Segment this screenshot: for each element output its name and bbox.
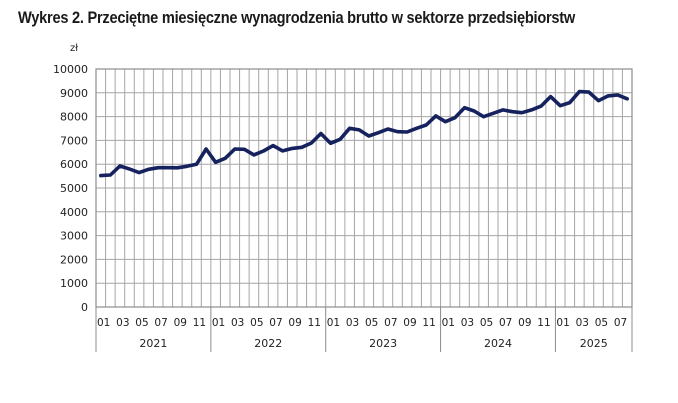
- x-tick-label-month: 09: [518, 317, 531, 329]
- x-tick-label-month: 11: [422, 317, 435, 329]
- x-tick-label-month: 05: [365, 317, 378, 329]
- x-tick-label-month: 01: [556, 317, 569, 329]
- chart-title: Wykres 2. Przeciętne miesięczne wynagrod…: [18, 8, 576, 27]
- x-tick-label-month: 07: [269, 317, 282, 329]
- y-tick-label: 4000: [60, 206, 88, 219]
- x-tick-label-month: 07: [154, 317, 167, 329]
- x-tick-label-month: 09: [174, 317, 187, 329]
- x-tick-label-year: 2024: [484, 337, 512, 350]
- x-tick-label-year: 2022: [254, 337, 282, 350]
- y-tick-label: 0: [81, 301, 88, 314]
- x-tick-label-month: 05: [595, 317, 608, 329]
- series-line-wages: [99, 89, 630, 178]
- y-tick-label: 10000: [53, 63, 88, 76]
- x-tick-label-month: 03: [116, 317, 129, 329]
- x-tick-label-year: 2021: [139, 337, 167, 350]
- y-tick-label: 3000: [60, 230, 88, 243]
- x-tick-label-year: 2023: [369, 337, 397, 350]
- x-axis: 01 03 05 07 09 11 01 03 05 07 09 11 01 03 05 07 09 11 01 03…: [95, 307, 633, 352]
- y-tick-label: 1000: [60, 277, 88, 290]
- x-tick-label-month: 05: [250, 317, 263, 329]
- x-tick-label-month: 01: [212, 317, 225, 329]
- x-tick-label-month: 05: [480, 317, 493, 329]
- x-tick-label-month: 09: [403, 317, 416, 329]
- x-tick-label-month: 11: [308, 317, 321, 329]
- x-tick-label-month: 11: [537, 317, 550, 329]
- y-tick-label: 9000: [60, 87, 88, 100]
- y-tick-label: 8000: [60, 111, 88, 124]
- x-tick-label-month: 05: [135, 317, 148, 329]
- y-tick-label: 7000: [60, 134, 88, 147]
- x-tick-label-month: 11: [193, 317, 206, 329]
- x-tick-label-month: 01: [327, 317, 340, 329]
- vertical-gridlines: [105, 69, 623, 307]
- x-tick-label-month: 03: [346, 317, 359, 329]
- y-tick-label: 2000: [60, 253, 88, 266]
- x-tick-label-month: 07: [384, 317, 397, 329]
- x-tick-label-month: 01: [442, 317, 455, 329]
- y-axis-unit-label: zł: [70, 43, 78, 54]
- x-tick-label-month: 03: [461, 317, 474, 329]
- y-axis-tick-labels: 0 1000 2000 3000 4000 5000 6000 7000 8000 9000 100…: [53, 63, 88, 314]
- x-tick-label-month: 07: [614, 317, 627, 329]
- y-tick-label: 6000: [60, 158, 88, 171]
- x-tick-label-month: 03: [576, 317, 589, 329]
- x-tick-label-month: 09: [288, 317, 301, 329]
- x-tick-label-month: 07: [499, 317, 512, 329]
- x-tick-label-month: 01: [97, 317, 110, 329]
- x-tick-label-year: 2025: [580, 337, 608, 350]
- y-tick-label: 5000: [60, 182, 88, 195]
- x-tick-label-month: 03: [231, 317, 244, 329]
- plot-frame: [95, 68, 633, 308]
